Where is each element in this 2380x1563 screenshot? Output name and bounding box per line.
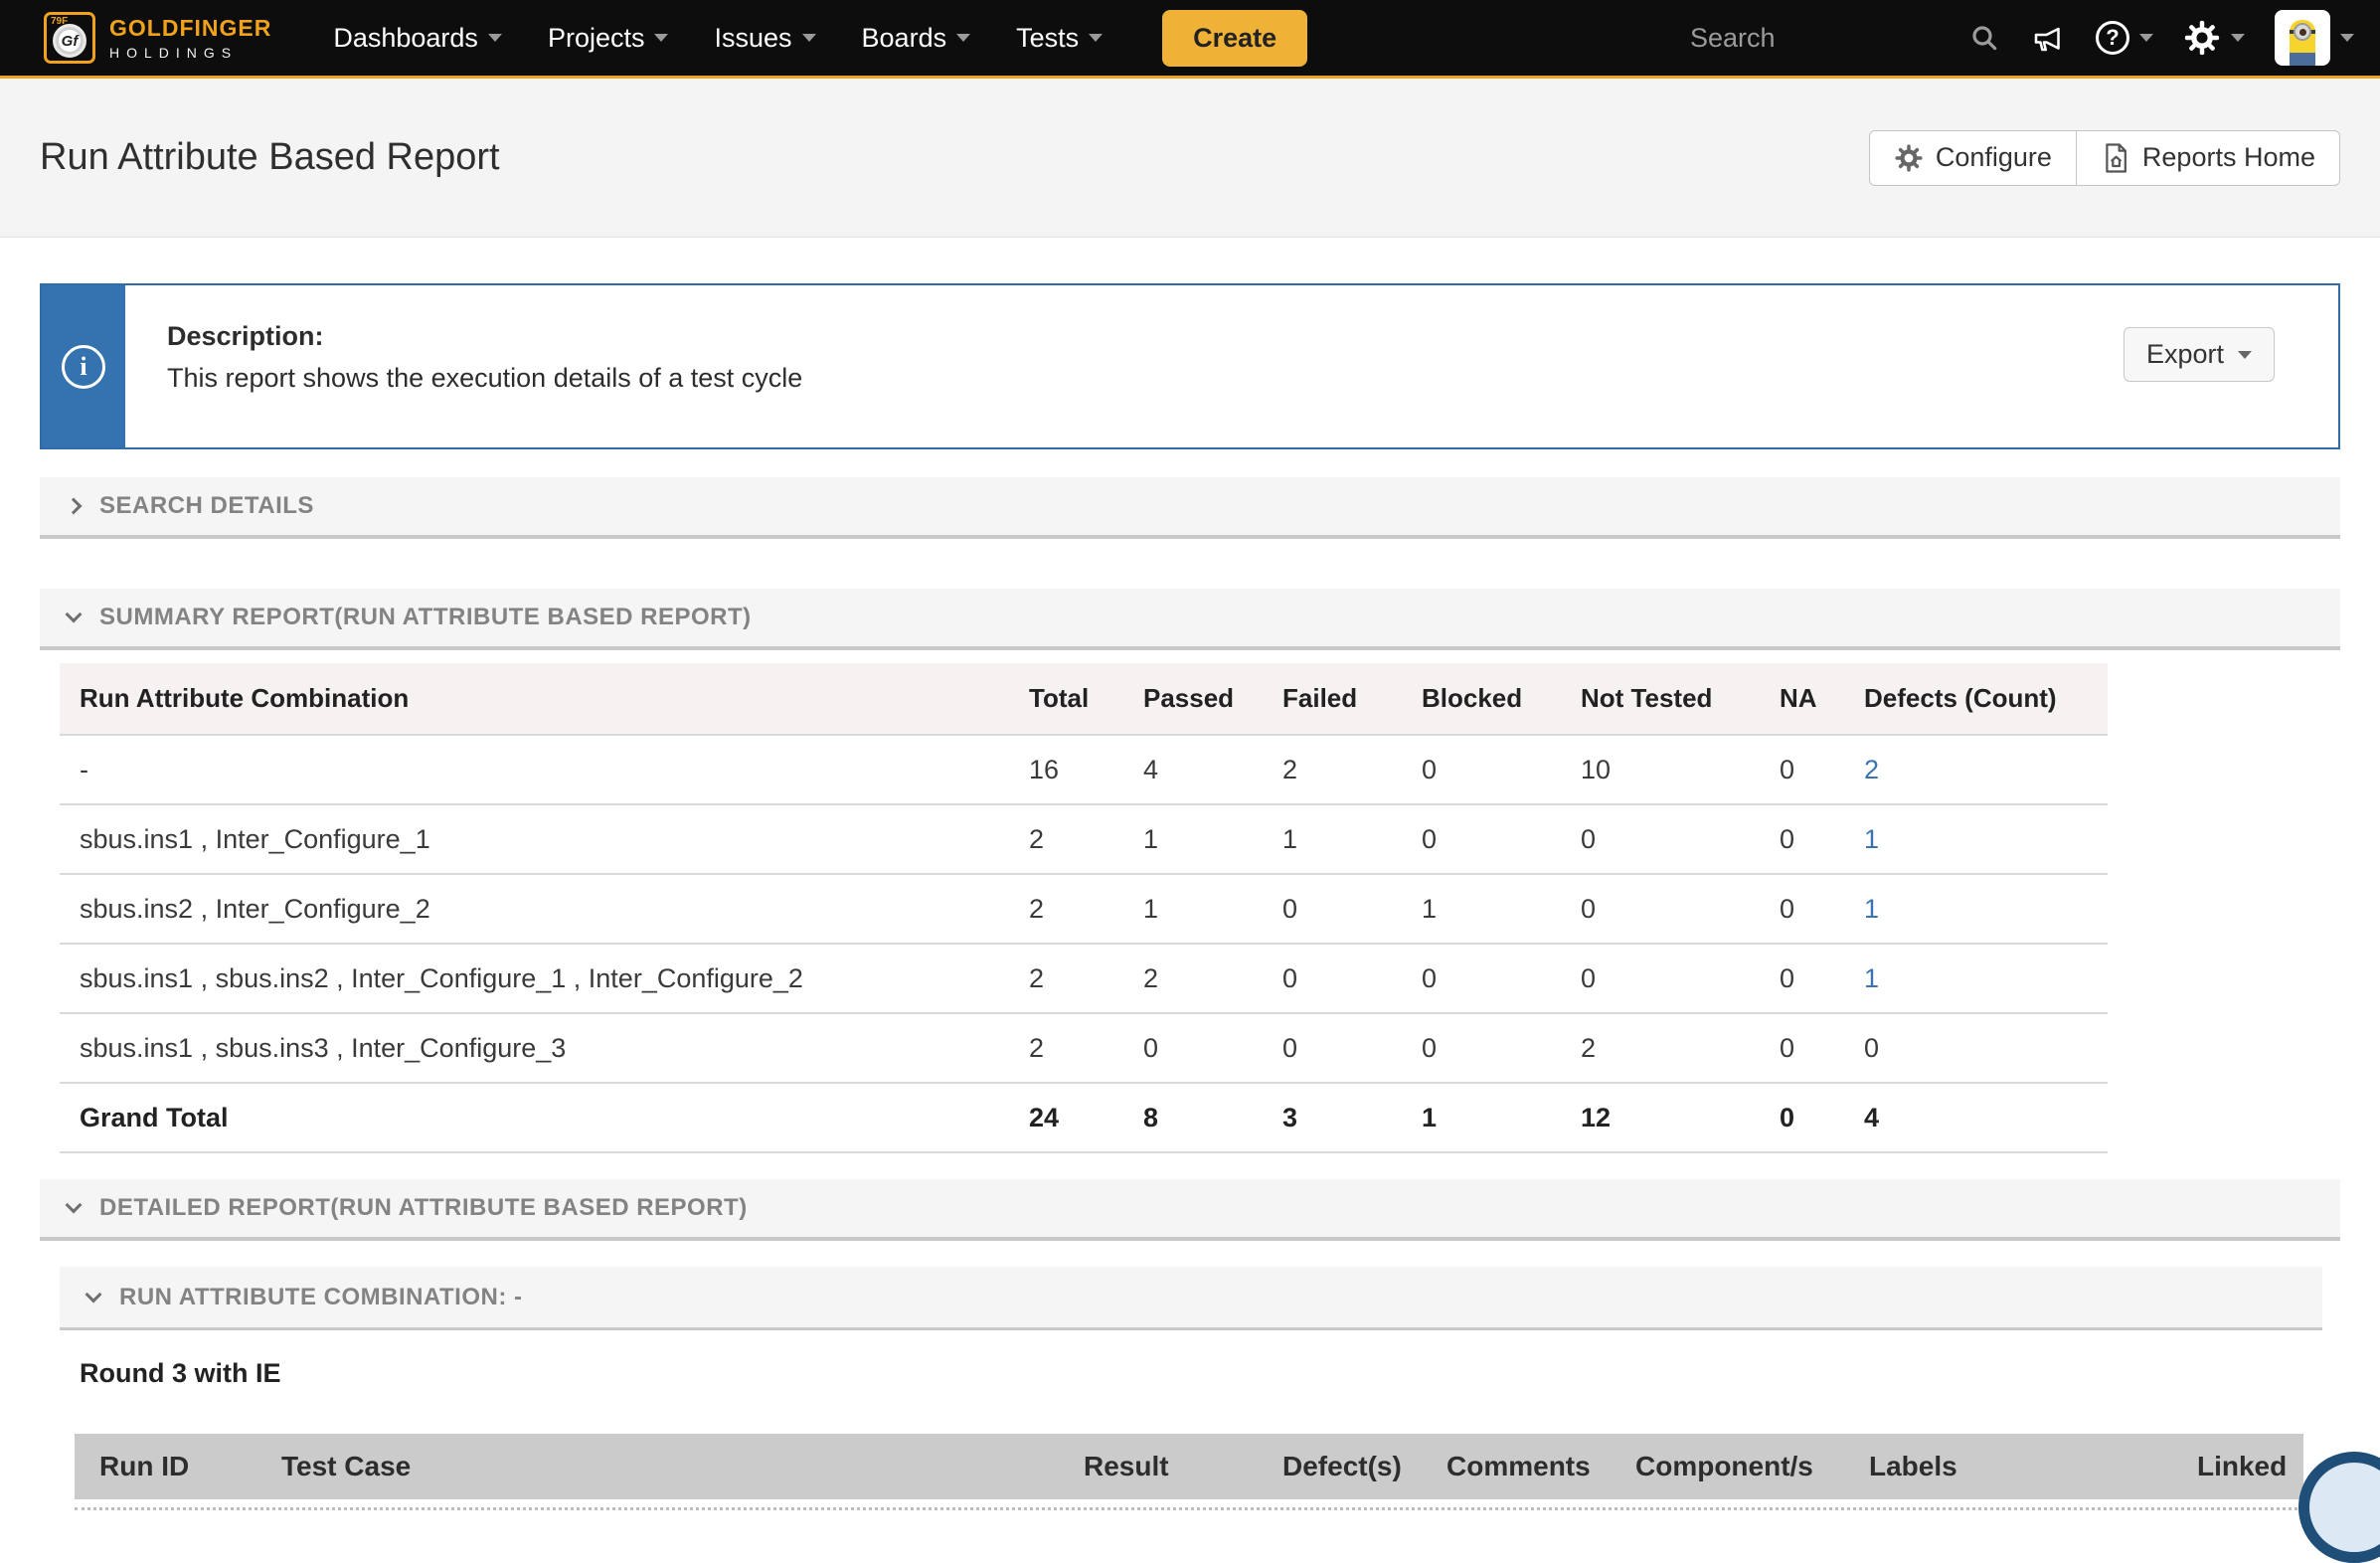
megaphone-icon[interactable] [2030,20,2066,56]
chevron-down-icon [654,34,669,42]
search-input[interactable] [1690,22,1939,54]
nav-issues[interactable]: Issues [714,23,816,54]
column-run-id: Run ID [99,1451,190,1481]
logo-badge-text: 79F [51,16,69,27]
defects-count-link[interactable]: 2 [1849,735,2108,805]
defects-count-link[interactable]: 1 [1849,804,2108,875]
configure-button[interactable]: Configure [1868,129,2076,186]
column-linked: Linked [2197,1451,2288,1481]
defects-count-link[interactable]: 1 [1849,874,2108,945]
section-summary-report[interactable]: SUMMARY REPORT(RUN ATTRIBUTE BASED REPOR… [40,589,2340,650]
chevron-down-icon [65,606,83,623]
detailed-row-divider [75,1507,2303,1510]
section-detailed-report[interactable]: DETAILED REPORT(RUN ATTRIBUTE BASED REPO… [40,1179,2340,1241]
defects-count-link[interactable]: 1 [1849,944,2108,1014]
chevron-right-icon [65,497,83,515]
chevron-down-icon [65,1196,83,1214]
table-row: sbus.ins2 , Inter_Configure_2 2 1 0 1 0 … [60,874,2108,945]
nav-dashboards[interactable]: Dashboards [333,23,502,54]
user-menu[interactable] [2275,10,2354,66]
settings-menu[interactable] [2183,19,2245,57]
grand-total-row: Grand Total 24 8 3 1 12 0 4 [60,1083,2108,1153]
section-search-details[interactable]: SEARCH DETAILS [40,477,2340,539]
primary-nav: Dashboards Projects Issues Boards Tests [333,23,1148,54]
column-test-case: Test Case [281,1451,412,1481]
logo-title: GOLDFINGER [109,15,272,41]
export-button[interactable]: Export [2123,327,2275,382]
nav-boards[interactable]: Boards [862,23,971,54]
logo-monogram-circle: Gf [53,24,86,58]
chevron-down-icon [487,34,502,42]
app-logo[interactable]: 79F Gf GOLDFINGER HOLDINGS [44,12,271,64]
chevron-down-icon [1089,34,1104,42]
logo-subtitle: HOLDINGS [109,45,239,61]
description-heading: Description: [167,321,324,351]
search-icon[interactable] [1968,22,2000,54]
detailed-table-header-row: Run ID Test Case Result Defect(s) Commen… [75,1434,2303,1499]
description-text: This report shows the execution details … [167,363,803,393]
top-navigation-bar: 79F Gf GOLDFINGER HOLDINGS Dashboards Pr… [0,0,2380,79]
summary-table: Run Attribute Combination Total Passed F… [60,663,2108,1153]
page-header: Run Attribute Based Report Configure [0,79,2380,238]
page-actions: Configure Reports Home [1868,129,2340,186]
logo-monogram: Gf [61,32,79,50]
description-panel: i Description: This report shows the exe… [40,283,2340,449]
minion-avatar-graphic [2290,20,2315,66]
table-row: sbus.ins1 , Inter_Configure_1 2 1 1 0 0 … [60,804,2108,875]
nav-projects[interactable]: Projects [548,23,669,54]
section-run-attribute-combination[interactable]: RUN ATTRIBUTE COMBINATION: - [60,1267,2322,1330]
report-home-icon [2106,142,2126,173]
column-defects: Defect(s) [1282,1451,1402,1481]
chevron-down-icon [956,34,971,42]
help-menu[interactable]: ? [2096,21,2153,55]
help-icon: ? [2096,21,2129,55]
gear-icon [1895,144,1923,171]
cycle-name: Round 3 with IE [80,1358,281,1388]
main-content: i Description: This report shows the exe… [0,283,2380,1510]
reports-home-button[interactable]: Reports Home [2075,129,2340,186]
chevron-down-icon [2340,34,2354,42]
user-avatar [2275,10,2330,66]
chevron-down-icon [2231,34,2245,42]
column-components: Component/s [1635,1451,1813,1481]
page-title: Run Attribute Based Report [40,136,500,178]
chevron-down-icon [85,1286,102,1302]
summary-table-header-row: Run Attribute Combination Total Passed F… [60,663,2108,736]
nav-tests[interactable]: Tests [1016,23,1104,54]
chevron-down-icon [801,34,816,42]
column-comments: Comments [1446,1451,1591,1481]
table-row: sbus.ins1 , sbus.ins3 , Inter_Configure_… [60,1013,2108,1084]
column-labels: Labels [1869,1451,1957,1481]
chevron-down-icon [2238,350,2252,359]
info-icon: i [62,344,105,389]
table-row: - 16 4 2 0 10 0 2 [60,735,2108,805]
column-result: Result [1084,1451,1169,1481]
create-button[interactable]: Create [1162,9,1308,67]
table-row: sbus.ins1 , sbus.ins2 , Inter_Configure_… [60,944,2108,1014]
logo-badge: 79F Gf [44,12,95,64]
gear-icon [2184,20,2220,56]
chevron-down-icon [2139,34,2153,42]
